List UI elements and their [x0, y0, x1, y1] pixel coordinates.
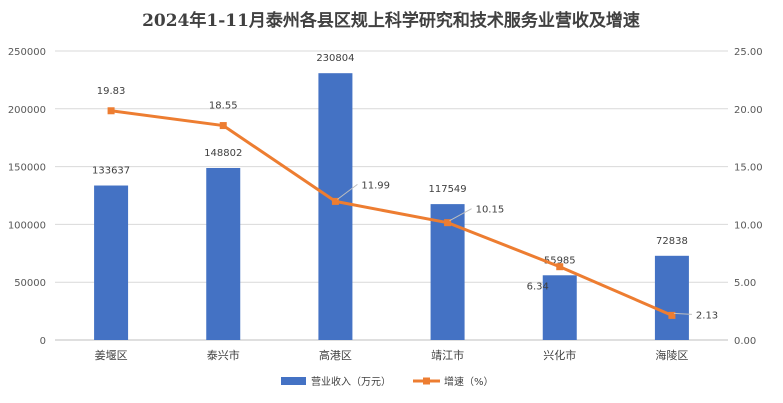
legend-label: 增速（%）: [444, 375, 494, 388]
line-point-marker: [107, 107, 115, 115]
line-data-label: 6.34: [527, 282, 549, 293]
line-point-marker: [219, 122, 227, 130]
y-right-tick-label: 15.00: [734, 163, 763, 174]
legend-swatch-bar: [281, 377, 306, 385]
line-point-marker: [668, 311, 676, 319]
y-left-tick-label: 50000: [14, 278, 46, 289]
bar-data-label: 55985: [544, 255, 576, 266]
bar-data-label: 133637: [92, 166, 130, 177]
line-data-label: 11.99: [361, 180, 390, 191]
bar: [318, 73, 353, 340]
line-data-label: 19.83: [97, 86, 126, 97]
line-point-marker: [556, 263, 564, 271]
y-left-tick-label: 0: [40, 336, 46, 347]
line-point-marker: [444, 219, 452, 227]
y-right-tick-label: 5.00: [734, 278, 756, 289]
y-left-tick-label: 100000: [8, 220, 46, 231]
line-data-label: 10.15: [476, 205, 505, 216]
bar: [654, 255, 689, 340]
x-tick-label: 兴化市: [543, 348, 576, 362]
x-tick-label: 靖江市: [431, 348, 464, 362]
y-left-tick-label: 150000: [8, 163, 46, 174]
y-left-tick-label: 200000: [8, 105, 46, 116]
y-left-tick-label: 250000: [8, 47, 46, 58]
line-point-marker: [331, 197, 339, 205]
line-data-label: 2.13: [696, 310, 718, 321]
bar-data-label: 148802: [204, 148, 242, 159]
bar-data-label: 117549: [428, 184, 466, 195]
y-right-tick-label: 0.00: [734, 336, 756, 347]
growth-line: [110, 109, 673, 317]
y-right-tick-label: 10.00: [734, 220, 763, 231]
bar: [542, 275, 577, 340]
y-right-tick-label: 25.00: [734, 47, 763, 58]
line-data-label: 18.55: [209, 101, 238, 112]
x-tick-label: 泰兴市: [207, 348, 240, 362]
y-right-tick-label: 20.00: [734, 105, 763, 116]
data-label-leader: [337, 183, 358, 200]
x-tick-label: 姜堰区: [95, 348, 128, 362]
bar: [94, 185, 129, 340]
x-tick-label: 海陵区: [655, 348, 688, 362]
bar-data-label: 230804: [316, 53, 354, 64]
legend-label: 营业收入（万元）: [311, 375, 391, 388]
bar-data-label: 72838: [656, 236, 688, 247]
chart-title: 2024年1-11月泰州各县区规上科学研究和技术服务业营收及增速: [142, 10, 640, 31]
x-tick-label: 高港区: [319, 348, 352, 362]
legend-swatch-marker: [423, 377, 430, 385]
bar: [206, 167, 241, 340]
data-label-leader: [673, 312, 692, 315]
data-label-leader: [449, 208, 472, 222]
